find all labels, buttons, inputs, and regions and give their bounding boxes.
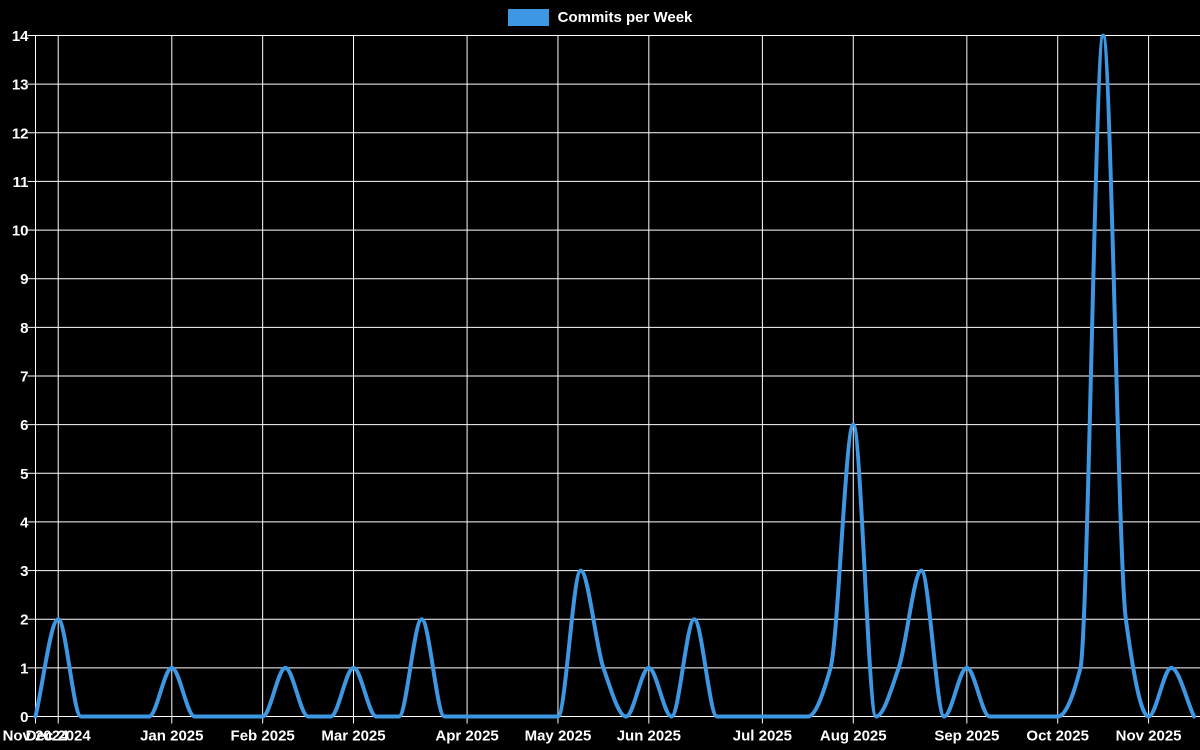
- x-tick-label: Apr 2025: [435, 728, 498, 745]
- y-tick-label: 3: [20, 563, 28, 580]
- x-tick-label: Aug 2025: [820, 728, 887, 745]
- y-tick-label: 11: [13, 174, 29, 191]
- y-tick-label: 13: [12, 77, 29, 94]
- y-tick-label: 4: [20, 514, 29, 531]
- x-tick-label: Jan 2025: [140, 728, 203, 745]
- y-tick-label: 12: [12, 125, 29, 142]
- y-tick-label: 6: [20, 417, 28, 434]
- y-tick-label: 2: [20, 612, 28, 629]
- y-tick-label: 7: [20, 369, 28, 386]
- x-tick-label: Nov 2024: [3, 728, 70, 745]
- x-tick-label: May 2025: [525, 728, 592, 745]
- x-tick-label: Feb 2025: [231, 728, 295, 745]
- x-tick-label: Oct 2025: [1026, 728, 1089, 745]
- y-tick-label: 10: [12, 223, 29, 240]
- x-tick-label: Jun 2025: [617, 728, 681, 745]
- x-tick-label: Nov 2025: [1116, 728, 1182, 745]
- y-tick-label: 1: [20, 660, 28, 677]
- y-tick-label: 14: [12, 28, 29, 45]
- legend-label: Commits per Week: [557, 9, 693, 26]
- x-tick-label: Dec 2024: [26, 728, 92, 745]
- legend-swatch: [507, 9, 549, 26]
- commits-line: [33, 33, 1196, 719]
- y-tick-label: 9: [20, 271, 28, 288]
- x-tick-label: Mar 2025: [321, 728, 385, 745]
- y-tick-label: 5: [20, 466, 28, 483]
- y-tick-label: 0: [20, 709, 28, 726]
- chart-legend[interactable]: Commits per Week: [0, 9, 1200, 26]
- gridlines: [35, 35, 1200, 717]
- y-tick-label: 8: [20, 320, 28, 337]
- x-tick-label: Sep 2025: [934, 728, 999, 745]
- x-tick-label: Jul 2025: [733, 728, 792, 745]
- axes: [27, 35, 1200, 724]
